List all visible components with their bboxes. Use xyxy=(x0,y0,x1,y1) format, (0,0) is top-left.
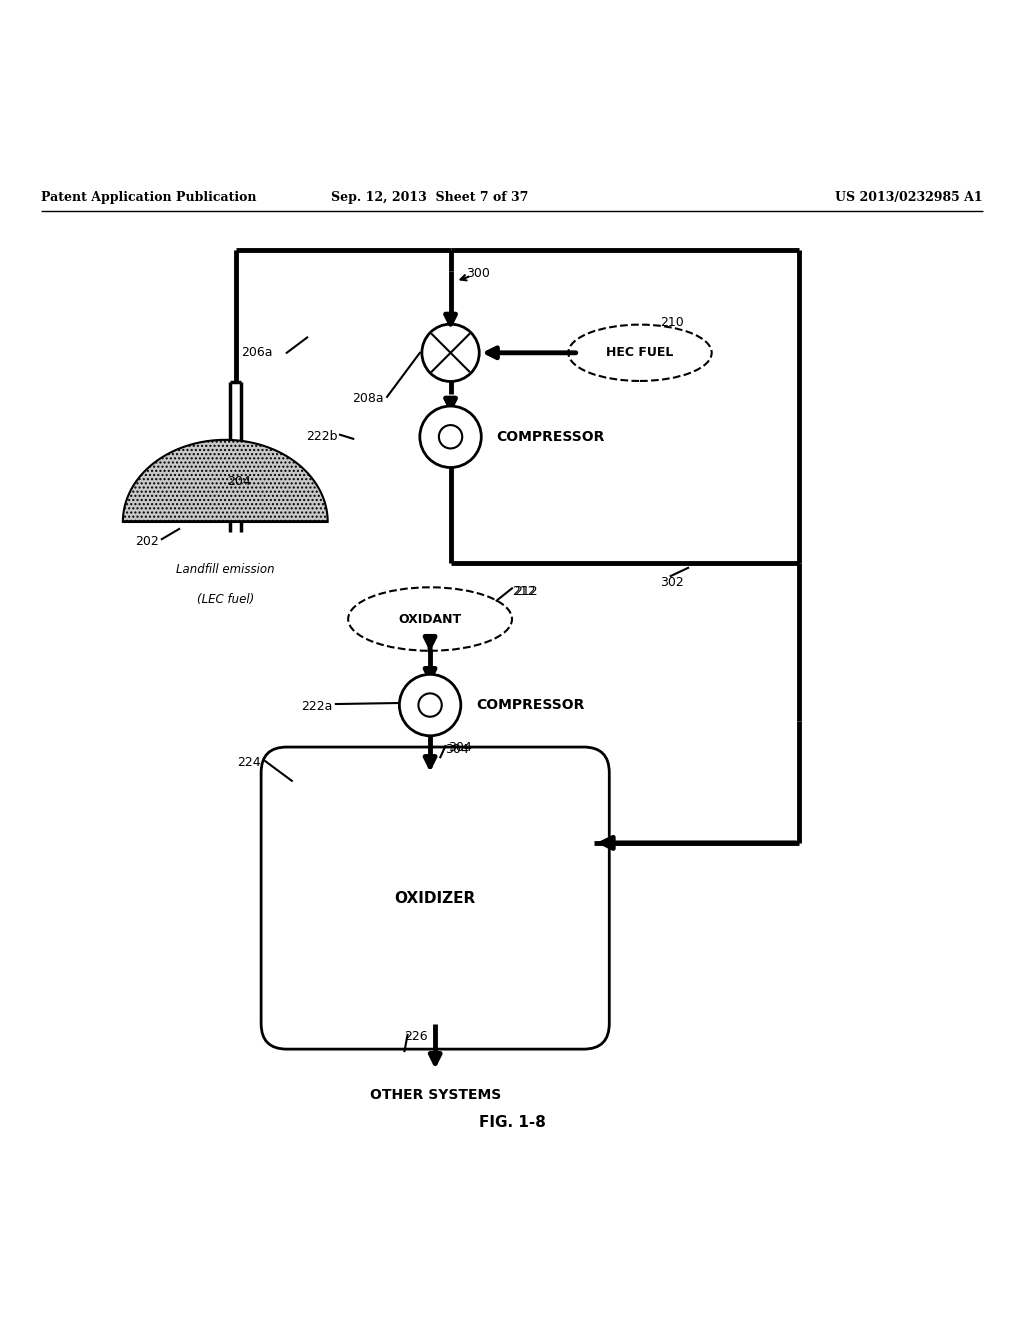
Circle shape xyxy=(439,425,462,449)
Text: 224: 224 xyxy=(238,756,261,768)
Text: (LEC fuel): (LEC fuel) xyxy=(197,594,254,606)
Text: Patent Application Publication: Patent Application Publication xyxy=(41,190,256,203)
Circle shape xyxy=(419,693,441,717)
Text: HEC FUEL: HEC FUEL xyxy=(606,346,674,359)
Text: OTHER SYSTEMS: OTHER SYSTEMS xyxy=(370,1088,501,1102)
Polygon shape xyxy=(123,440,328,521)
Text: 208a: 208a xyxy=(352,392,384,405)
Text: 206a: 206a xyxy=(241,346,272,359)
Text: OXIDIZER: OXIDIZER xyxy=(394,891,476,906)
Text: 304: 304 xyxy=(445,743,469,755)
Text: 302: 302 xyxy=(660,576,684,589)
Text: Landfill emission: Landfill emission xyxy=(176,562,274,576)
Text: 300: 300 xyxy=(466,268,489,280)
Text: 222a: 222a xyxy=(301,700,333,713)
Text: Sep. 12, 2013  Sheet 7 of 37: Sep. 12, 2013 Sheet 7 of 37 xyxy=(332,190,528,203)
Text: 226: 226 xyxy=(404,1031,428,1043)
Text: US 2013/0232985 A1: US 2013/0232985 A1 xyxy=(836,190,983,203)
Circle shape xyxy=(399,675,461,735)
Text: 304: 304 xyxy=(449,741,472,754)
Text: 202: 202 xyxy=(135,535,159,548)
Text: 212: 212 xyxy=(514,585,538,598)
Text: 206b: 206b xyxy=(430,426,462,440)
Text: 222b: 222b xyxy=(306,430,338,444)
Text: 204: 204 xyxy=(227,475,251,488)
Text: 212: 212 xyxy=(512,585,536,598)
Text: COMPRESSOR: COMPRESSOR xyxy=(497,430,605,444)
Polygon shape xyxy=(123,440,328,521)
Text: 210: 210 xyxy=(660,315,684,329)
Text: FIG. 1-8: FIG. 1-8 xyxy=(478,1115,546,1130)
Circle shape xyxy=(420,407,481,467)
Text: COMPRESSOR: COMPRESSOR xyxy=(476,698,585,711)
Text: OXIDANT: OXIDANT xyxy=(398,612,462,626)
